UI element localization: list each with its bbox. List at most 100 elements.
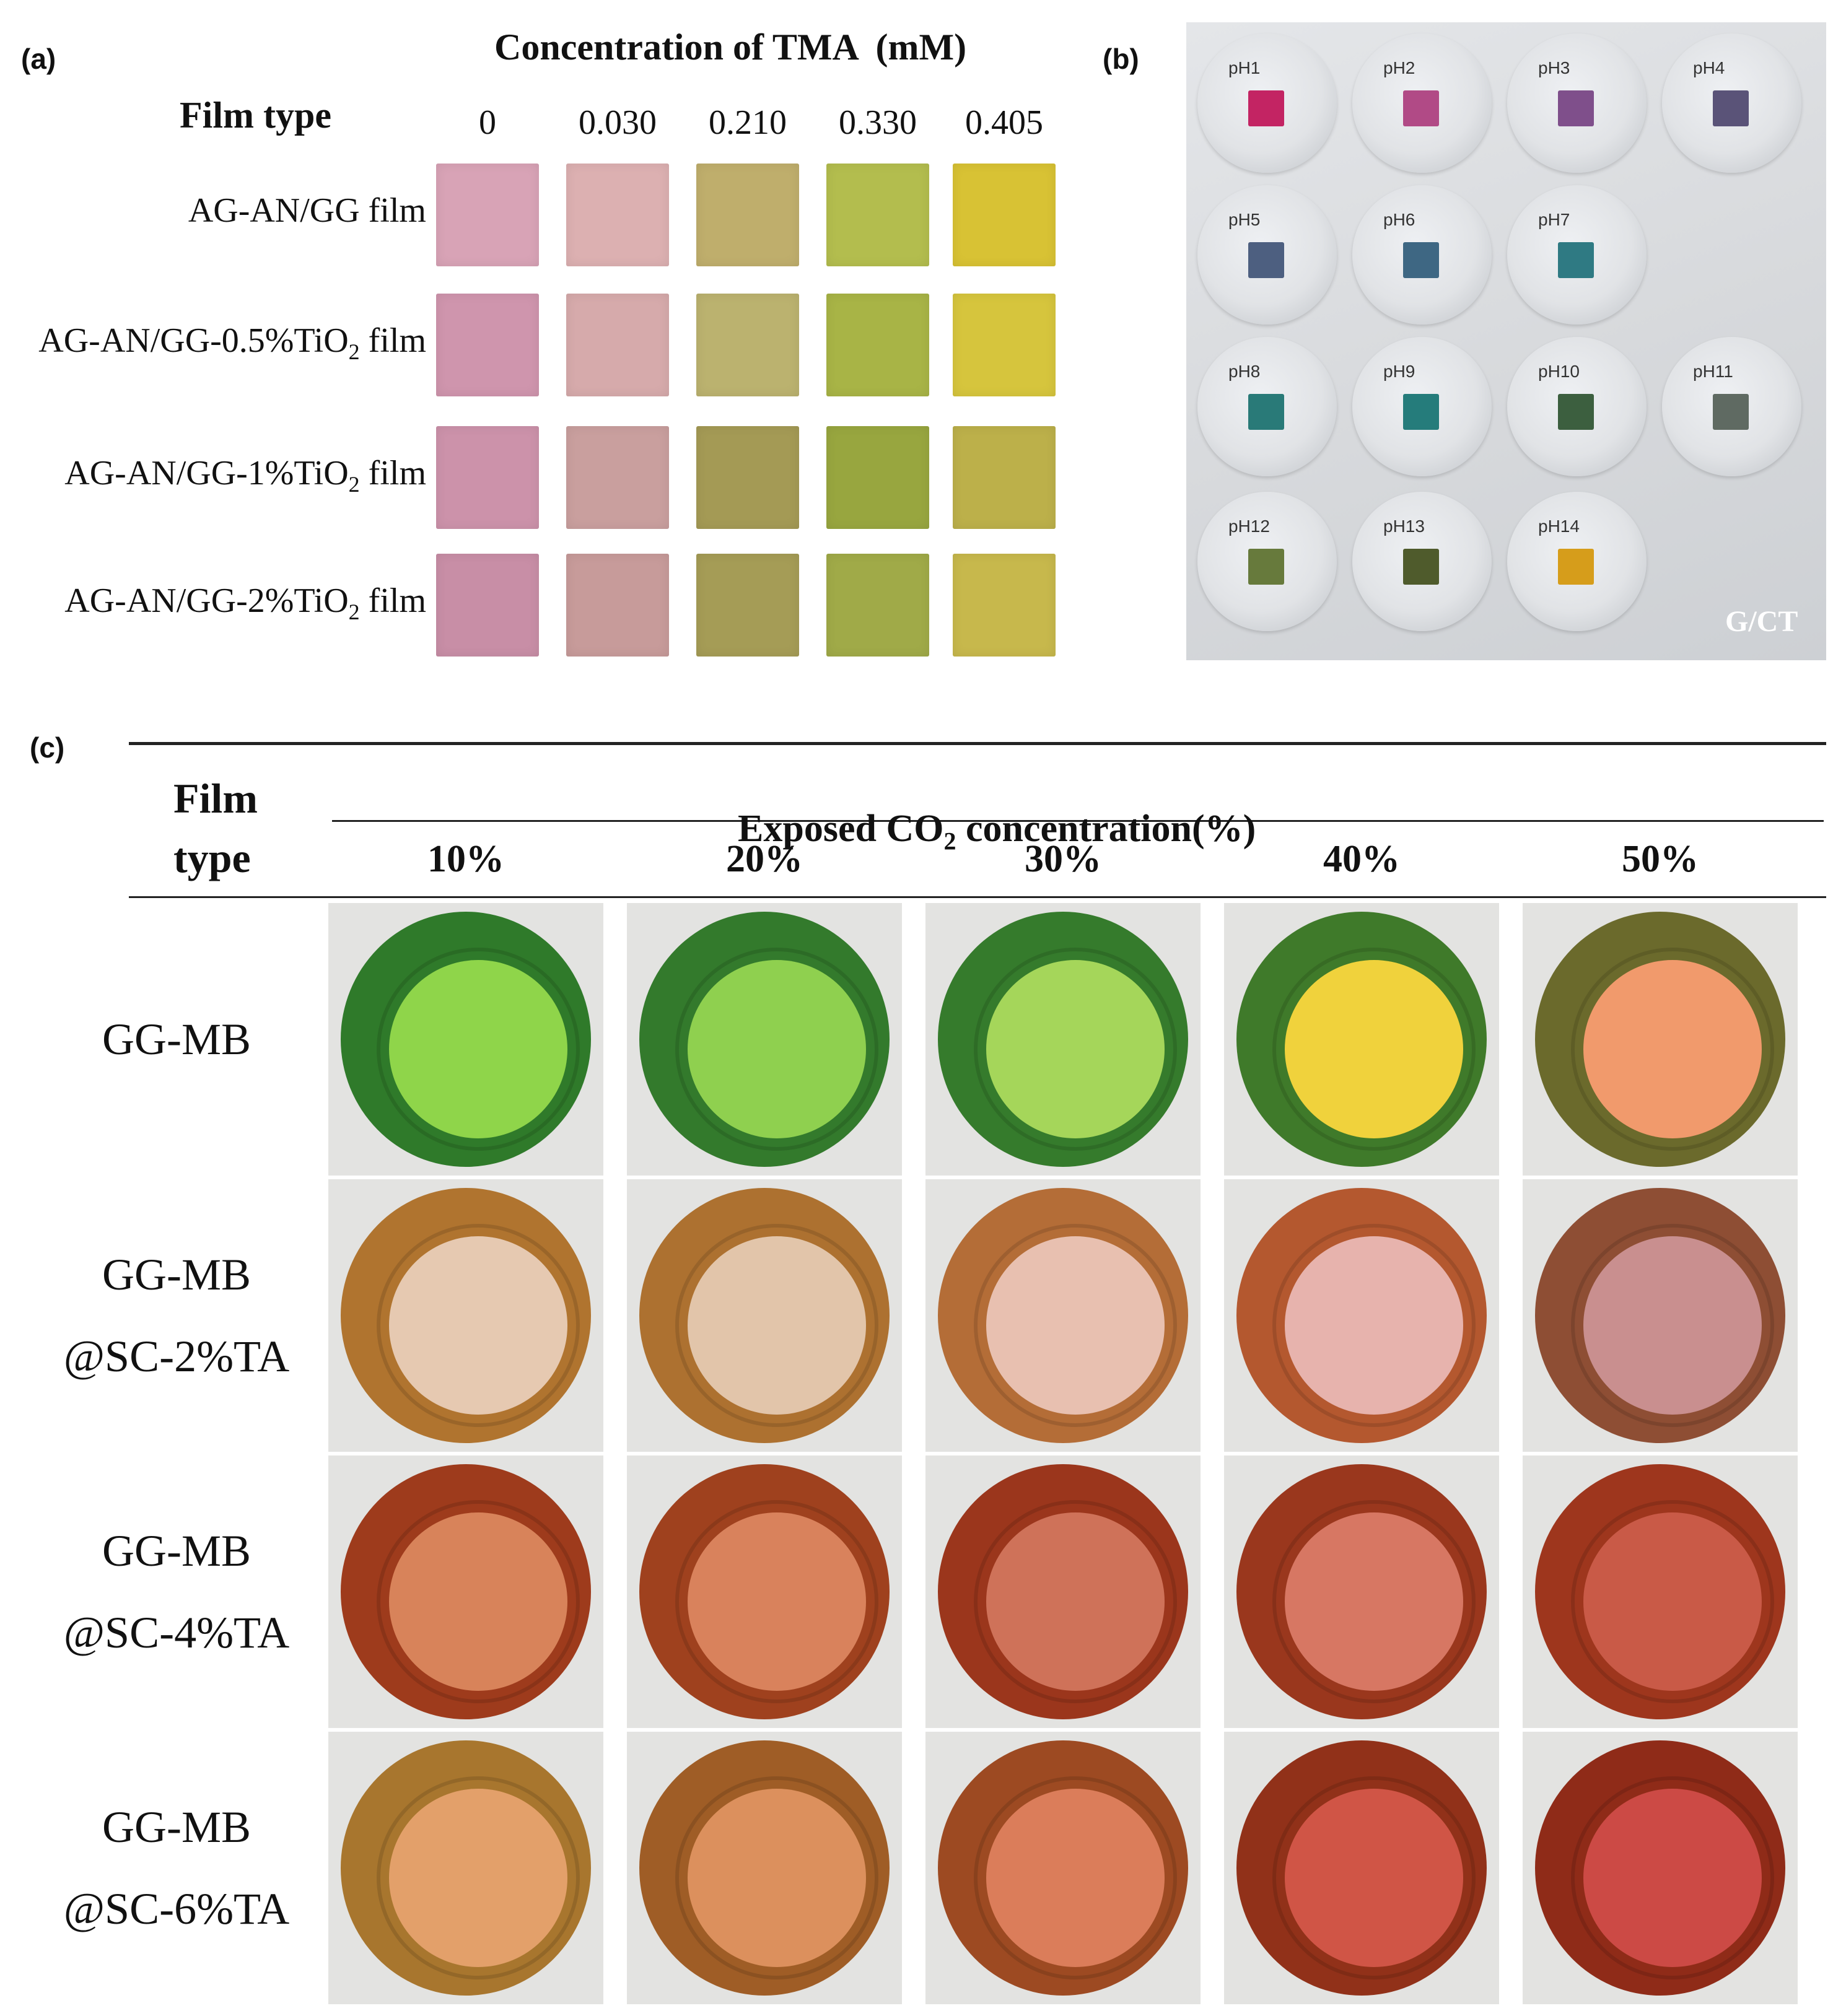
cup-photo bbox=[1224, 1455, 1499, 1728]
film-cup bbox=[639, 1740, 890, 1996]
color-swatch bbox=[566, 426, 669, 529]
film-row-label: AG-AN/GG-2%TiO2 film bbox=[64, 582, 426, 625]
ph-label: pH8 bbox=[1228, 362, 1261, 381]
cup-photo bbox=[1523, 1732, 1798, 2004]
petri-dish: pH6 bbox=[1352, 185, 1492, 325]
cup-row-label: GG-MB @SC-6%TA bbox=[63, 1802, 290, 1934]
cup-rim bbox=[974, 948, 1177, 1151]
film-row-label: AG-AN/GG film bbox=[188, 191, 426, 230]
petri-dish: pH4 bbox=[1662, 33, 1801, 173]
petri-dish: pH11 bbox=[1662, 337, 1801, 476]
petri-dish: pH8 bbox=[1197, 337, 1337, 476]
film-cup bbox=[938, 912, 1188, 1167]
cup-rim bbox=[1571, 1500, 1774, 1703]
cup-rim bbox=[675, 1224, 878, 1427]
co2-concentration-label: 40% bbox=[1323, 838, 1400, 880]
cup-rim bbox=[675, 1500, 878, 1703]
film-center bbox=[1583, 1512, 1762, 1691]
film-cup bbox=[1236, 1740, 1487, 1996]
film-sample bbox=[1713, 394, 1749, 430]
cup-rim bbox=[1272, 1776, 1476, 1979]
co2-concentration-label: 50% bbox=[1622, 838, 1699, 880]
cup-photo bbox=[925, 1179, 1201, 1452]
ph-label: pH4 bbox=[1693, 58, 1725, 77]
ph-label: pH7 bbox=[1538, 210, 1570, 229]
table-header-bottom-rule bbox=[129, 896, 1826, 898]
ph-dish-photo: pH1 pH2 pH3 pH4 pH5 pH6 pH7 pH8 pH9 pH10 pH11 pH12 p… bbox=[1186, 22, 1826, 660]
tma-concentration-label: 0.405 bbox=[965, 103, 1043, 142]
petri-dish: pH3 bbox=[1507, 33, 1647, 173]
panel-a-letter: (a) bbox=[21, 43, 56, 75]
cup-photo bbox=[328, 1732, 603, 2004]
film-type-header-c-line2: type bbox=[173, 834, 251, 881]
ph-label: pH3 bbox=[1538, 58, 1570, 77]
tma-concentration-header: Concentration of TMA (mM) bbox=[494, 27, 967, 68]
film-center bbox=[986, 1789, 1165, 1967]
cup-rim bbox=[1571, 1224, 1774, 1427]
tma-concentration-label: 0 bbox=[479, 103, 496, 142]
cup-rim bbox=[974, 1776, 1177, 1979]
color-swatch bbox=[696, 554, 799, 657]
color-swatch bbox=[696, 426, 799, 529]
cup-photo bbox=[1523, 1179, 1798, 1452]
film-sample bbox=[1248, 394, 1284, 430]
color-swatch bbox=[436, 554, 539, 657]
color-swatch bbox=[953, 426, 1056, 529]
film-row-label: AG-AN/GG-1%TiO2 film bbox=[64, 454, 426, 497]
petri-dish: pH10 bbox=[1507, 337, 1647, 476]
color-swatch bbox=[826, 294, 929, 396]
panel-c-letter: (c) bbox=[30, 731, 65, 764]
cup-photo bbox=[328, 903, 603, 1176]
color-swatch bbox=[436, 426, 539, 529]
cup-rim bbox=[1272, 948, 1476, 1151]
cup-row-label: GG-MB @SC-2%TA bbox=[63, 1250, 290, 1381]
film-cup bbox=[639, 912, 890, 1167]
tma-concentration-label: 0.210 bbox=[709, 103, 787, 142]
film-sample bbox=[1558, 549, 1594, 585]
petri-dish: pH1 bbox=[1197, 33, 1337, 173]
ph-label: pH10 bbox=[1538, 362, 1580, 381]
color-swatch bbox=[436, 294, 539, 396]
film-center bbox=[986, 960, 1165, 1138]
film-center bbox=[389, 1789, 567, 1967]
film-center bbox=[1583, 960, 1762, 1138]
petri-dish: pH13 bbox=[1352, 492, 1492, 631]
cup-photo bbox=[627, 903, 902, 1176]
cup-rim bbox=[974, 1500, 1177, 1703]
cup-photo bbox=[627, 1455, 902, 1728]
film-center bbox=[389, 1512, 567, 1691]
film-cup bbox=[639, 1464, 890, 1719]
color-swatch bbox=[826, 164, 929, 266]
exposed-co2-header: Exposed CO2 concentration(%) bbox=[719, 763, 1256, 855]
color-swatch bbox=[953, 164, 1056, 266]
cup-rim bbox=[377, 1776, 580, 1979]
cup-photo bbox=[328, 1179, 603, 1452]
cup-photo bbox=[925, 903, 1201, 1176]
film-cup bbox=[1535, 1740, 1785, 1996]
film-cup bbox=[938, 1188, 1188, 1443]
cup-photo bbox=[925, 1732, 1201, 2004]
color-swatch bbox=[696, 294, 799, 396]
ph-label: pH13 bbox=[1383, 517, 1425, 536]
film-center bbox=[688, 1789, 866, 1967]
co2-concentration-label: 20% bbox=[726, 838, 803, 880]
color-swatch bbox=[566, 554, 669, 657]
ph-label: pH11 bbox=[1693, 362, 1733, 381]
film-center bbox=[1285, 1236, 1463, 1415]
cup-photo bbox=[925, 1455, 1201, 1728]
ph-label: pH5 bbox=[1228, 210, 1261, 229]
cup-rim bbox=[377, 948, 580, 1151]
petri-dish: pH5 bbox=[1197, 185, 1337, 325]
cup-row-label: GG-MB @SC-4%TA bbox=[63, 1526, 290, 1657]
film-cup bbox=[341, 912, 591, 1167]
film-sample bbox=[1713, 90, 1749, 126]
film-sample bbox=[1403, 549, 1439, 585]
color-swatch bbox=[826, 554, 929, 657]
film-sample bbox=[1248, 549, 1284, 585]
film-sample bbox=[1558, 394, 1594, 430]
color-swatch bbox=[826, 426, 929, 529]
film-sample bbox=[1558, 90, 1594, 126]
film-center bbox=[389, 960, 567, 1138]
co2-concentration-label: 10% bbox=[427, 838, 504, 880]
cup-photo bbox=[328, 1455, 603, 1728]
